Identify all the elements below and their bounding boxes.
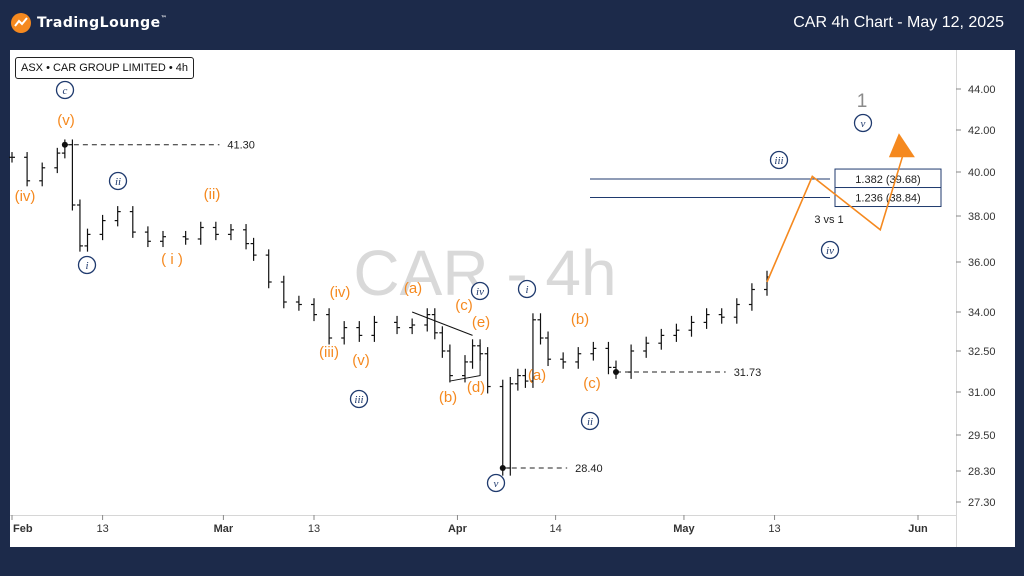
wave-label-orange: (ii) [204, 186, 221, 203]
wave-label-navy: i [85, 260, 88, 272]
wave-label-navy: iii [354, 394, 363, 406]
x-axis: Feb 13 Mar 13 Apr 14 May 13 Jun [11, 515, 928, 535]
y-tick-label: 28.30 [968, 466, 996, 478]
logo-text: TradingLounge™ [37, 15, 168, 31]
wave-label-navy-circle [486, 473, 506, 493]
wave-label-navy: v [861, 118, 866, 130]
x-tick-label: 13 [96, 523, 108, 535]
y-axis-divider [956, 50, 957, 547]
x-tick-label: 13 [308, 523, 320, 535]
y-tick-label: 36.00 [968, 257, 996, 269]
x-tick-label: Apr [448, 523, 468, 535]
wave-label-navy-circle [470, 281, 490, 301]
wave-label-orange: (b) [439, 389, 457, 406]
fib-label: 1.382 (39.68) [855, 174, 920, 186]
wave-label-orange: (d) [467, 379, 485, 396]
wave-label-navy: iii [774, 155, 783, 167]
wave-label-orange: ( i ) [161, 251, 183, 268]
x-tick-label: Feb [13, 523, 33, 535]
wave-label-orange: (a) [404, 280, 422, 297]
wave-label-orange: (iv) [330, 284, 351, 301]
price-bars [9, 139, 770, 476]
y-tick-label: 40.00 [968, 167, 996, 179]
wave-label-orange: (iv) [15, 188, 36, 205]
wave-label-orange: (v) [57, 112, 75, 129]
wave-label-navy: c [63, 85, 68, 97]
wave-label-navy-circle [580, 411, 600, 431]
triangle-upper-line [411, 311, 473, 336]
wave-label-navy-circle [108, 171, 128, 191]
wave-label-navy-circle [349, 389, 369, 409]
wave-label-navy: iv [826, 245, 834, 257]
wave-label-orange: (a) [528, 367, 546, 384]
wave-label-orange: (c) [583, 375, 601, 392]
y-tick-label: 42.00 [968, 125, 996, 137]
x-tick-label: May [673, 523, 695, 535]
chart-panel [10, 50, 1015, 547]
wave-label-orange: (b) [571, 311, 589, 328]
level-label: 28.40 [575, 463, 603, 475]
wave-label-navy: v [494, 478, 499, 490]
projection-line [766, 154, 904, 283]
y-tick-label: 34.00 [968, 307, 996, 319]
x-tick-label: Jun [908, 523, 928, 535]
triangle-lower-line [449, 343, 481, 382]
x-tick-label: 13 [768, 523, 780, 535]
wave-label-navy-circle [55, 80, 75, 100]
tradinglounge-logo: TradingLounge™ [10, 12, 167, 34]
wave-label-navy-circle [769, 150, 789, 170]
y-tick-label: 38.00 [968, 211, 996, 223]
y-tick-label: 29.50 [968, 430, 996, 442]
y-axis: 44.00 42.00 40.00 38.00 36.00 34.00 32.50 31.00… [956, 84, 996, 509]
target-triangle-icon [888, 133, 915, 158]
chart-title: CAR 4h Chart - May 12, 2025 [793, 14, 1004, 31]
wave-label-navy: ii [115, 176, 121, 188]
top-bar: TradingLounge™ CAR 4h Chart - May 12, 20… [0, 0, 1024, 46]
wave-label-navy-circle [517, 279, 537, 299]
logo-text-value: TradingLounge [37, 15, 161, 31]
level-label: 31.73 [734, 367, 762, 379]
logo-mark-icon [11, 13, 31, 33]
wave-label-navy: iv [476, 286, 484, 298]
degree-label: 1 [857, 91, 868, 112]
y-tick-label: 32.50 [968, 346, 996, 358]
annotations: 3 vs 1 1 [814, 91, 867, 226]
wave-label-orange: (v) [352, 352, 370, 369]
x-tick-label: Mar [214, 523, 234, 535]
x-tick-label: 14 [549, 523, 561, 535]
x-axis-divider [10, 515, 956, 516]
wave-label-orange: (e) [472, 314, 490, 331]
symbol-label: ASX • CAR GROUP LIMITED • 4h [15, 57, 195, 79]
fib-label: 1.236 (38.84) [855, 193, 920, 205]
ratio-note: 3 vs 1 [814, 214, 843, 226]
wave-label-navy-circle [853, 113, 873, 133]
wave-label-navy-circle [820, 240, 840, 260]
y-tick-label: 44.00 [968, 84, 996, 96]
level-label: 41.30 [227, 140, 255, 152]
y-tick-label: 31.00 [968, 387, 996, 399]
wave-label-orange: (iii) [319, 344, 339, 361]
wave-label-navy: ii [587, 416, 593, 428]
projection-path [766, 133, 915, 283]
fib-levels: 1.382 (39.68) 1.236 (38.84) [590, 168, 942, 208]
wave-label-navy: i [525, 284, 528, 296]
wave-labels: (v)(iv) (ii)( i )(iv)(iii) (v)(a)(b)(c)(e)… [15, 80, 873, 493]
y-tick-label: 27.30 [968, 497, 996, 509]
wave-label-navy-circle [77, 255, 97, 275]
wave-label-orange: (c) [455, 297, 473, 314]
